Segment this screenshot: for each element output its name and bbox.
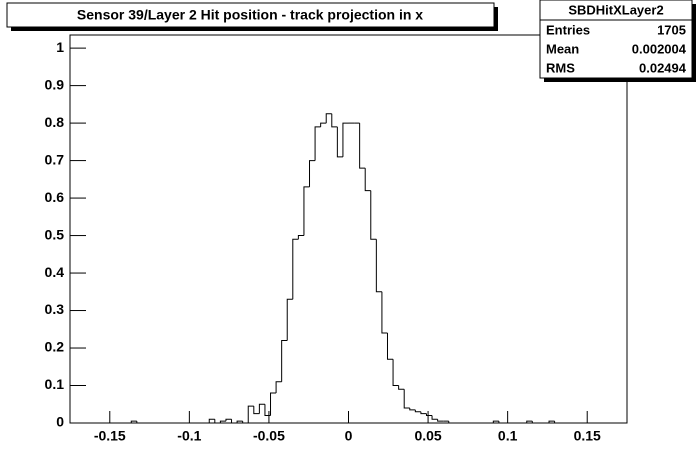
histogram-bin	[448, 421, 455, 424]
histogram-bin	[242, 421, 249, 424]
histogram-bin	[231, 419, 238, 424]
y-tick-label: 0.8	[45, 114, 65, 130]
stats-label: Mean	[546, 41, 579, 56]
histogram-bin	[275, 381, 282, 394]
x-tick-label: 0.05	[414, 428, 441, 444]
histogram-bin	[253, 406, 260, 415]
histogram-bin	[492, 420, 499, 423]
stats-value: 0.002004	[632, 41, 687, 56]
title-box	[6, 2, 495, 28]
x-tick-label: -0.05	[253, 428, 285, 444]
y-tick-label: 0.3	[45, 301, 65, 317]
histogram-bin	[264, 404, 271, 417]
histogram-bin	[381, 291, 388, 334]
histogram-bin	[414, 409, 421, 413]
histogram-bin	[258, 403, 265, 414]
stats-value: 0.02494	[639, 60, 687, 75]
stats-box	[539, 0, 693, 79]
histogram-bin	[292, 238, 299, 300]
y-tick-label: 0.1	[45, 376, 65, 392]
x-tick-label: 0.15	[574, 428, 601, 444]
histogram-bin	[548, 420, 555, 423]
histogram-bin	[398, 385, 405, 390]
histogram-bin	[331, 113, 338, 128]
histogram-bin	[392, 359, 399, 387]
histogram-bin	[130, 420, 137, 423]
histogram-bin	[386, 333, 394, 360]
histogram-bin	[325, 113, 332, 124]
histogram-bin	[425, 413, 433, 417]
histogram-bin	[225, 418, 232, 422]
histogram-bin	[309, 160, 316, 187]
histogram-bin	[498, 421, 505, 424]
histogram-bin	[431, 415, 438, 420]
x-tick-label: -0.1	[177, 428, 201, 444]
histogram-bin	[320, 122, 327, 127]
y-tick-label: 0	[56, 414, 64, 430]
histogram-bin	[359, 123, 366, 169]
histogram-bin	[409, 408, 416, 411]
y-tick-label: 0.9	[45, 76, 65, 92]
histogram-bin	[208, 418, 215, 423]
chart-title: Sensor 39/Layer 2 Hit position - track p…	[77, 7, 423, 23]
histogram-bin	[247, 405, 254, 423]
y-tick-label: 0.5	[45, 226, 65, 242]
histogram-bin	[270, 392, 277, 416]
histogram-bin	[437, 419, 444, 422]
y-tick-label: 0.4	[45, 264, 65, 280]
histogram-bin	[286, 298, 293, 341]
histogram-bin	[236, 420, 243, 423]
stats-label: RMS	[546, 60, 575, 75]
y-tick-label: 0.2	[45, 339, 65, 355]
stats-title: SBDHitXLayer2	[568, 2, 663, 17]
histogram-bin	[314, 126, 321, 161]
histogram-bin	[531, 421, 538, 424]
histogram-bin	[281, 340, 288, 382]
y-tick-label: 0.7	[45, 151, 65, 167]
histogram-bin	[303, 186, 310, 236]
y-tick-label: 0.6	[45, 189, 65, 205]
histogram-bin	[370, 190, 377, 240]
histogram-bin	[554, 421, 561, 424]
histogram-bin	[526, 420, 533, 423]
histogram-bin	[214, 419, 221, 424]
histogram-bin	[403, 389, 410, 409]
x-tick-label: -0.15	[94, 428, 126, 444]
histogram-bin	[364, 168, 371, 192]
x-tick-label: 0.1	[498, 428, 518, 444]
histogram-bin	[297, 235, 304, 240]
x-tick-label: 0	[345, 428, 353, 444]
stats-value: 1705	[657, 22, 686, 37]
histogram-bin	[136, 421, 143, 424]
histogram-bin	[342, 122, 349, 157]
stats-label: Entries	[546, 22, 590, 37]
histogram-bin	[375, 239, 382, 293]
plot-frame	[69, 34, 628, 424]
histogram-bin	[420, 411, 427, 415]
y-tick-label: 1	[56, 39, 64, 55]
histogram-bin	[219, 420, 226, 423]
histogram-bin	[336, 126, 343, 158]
